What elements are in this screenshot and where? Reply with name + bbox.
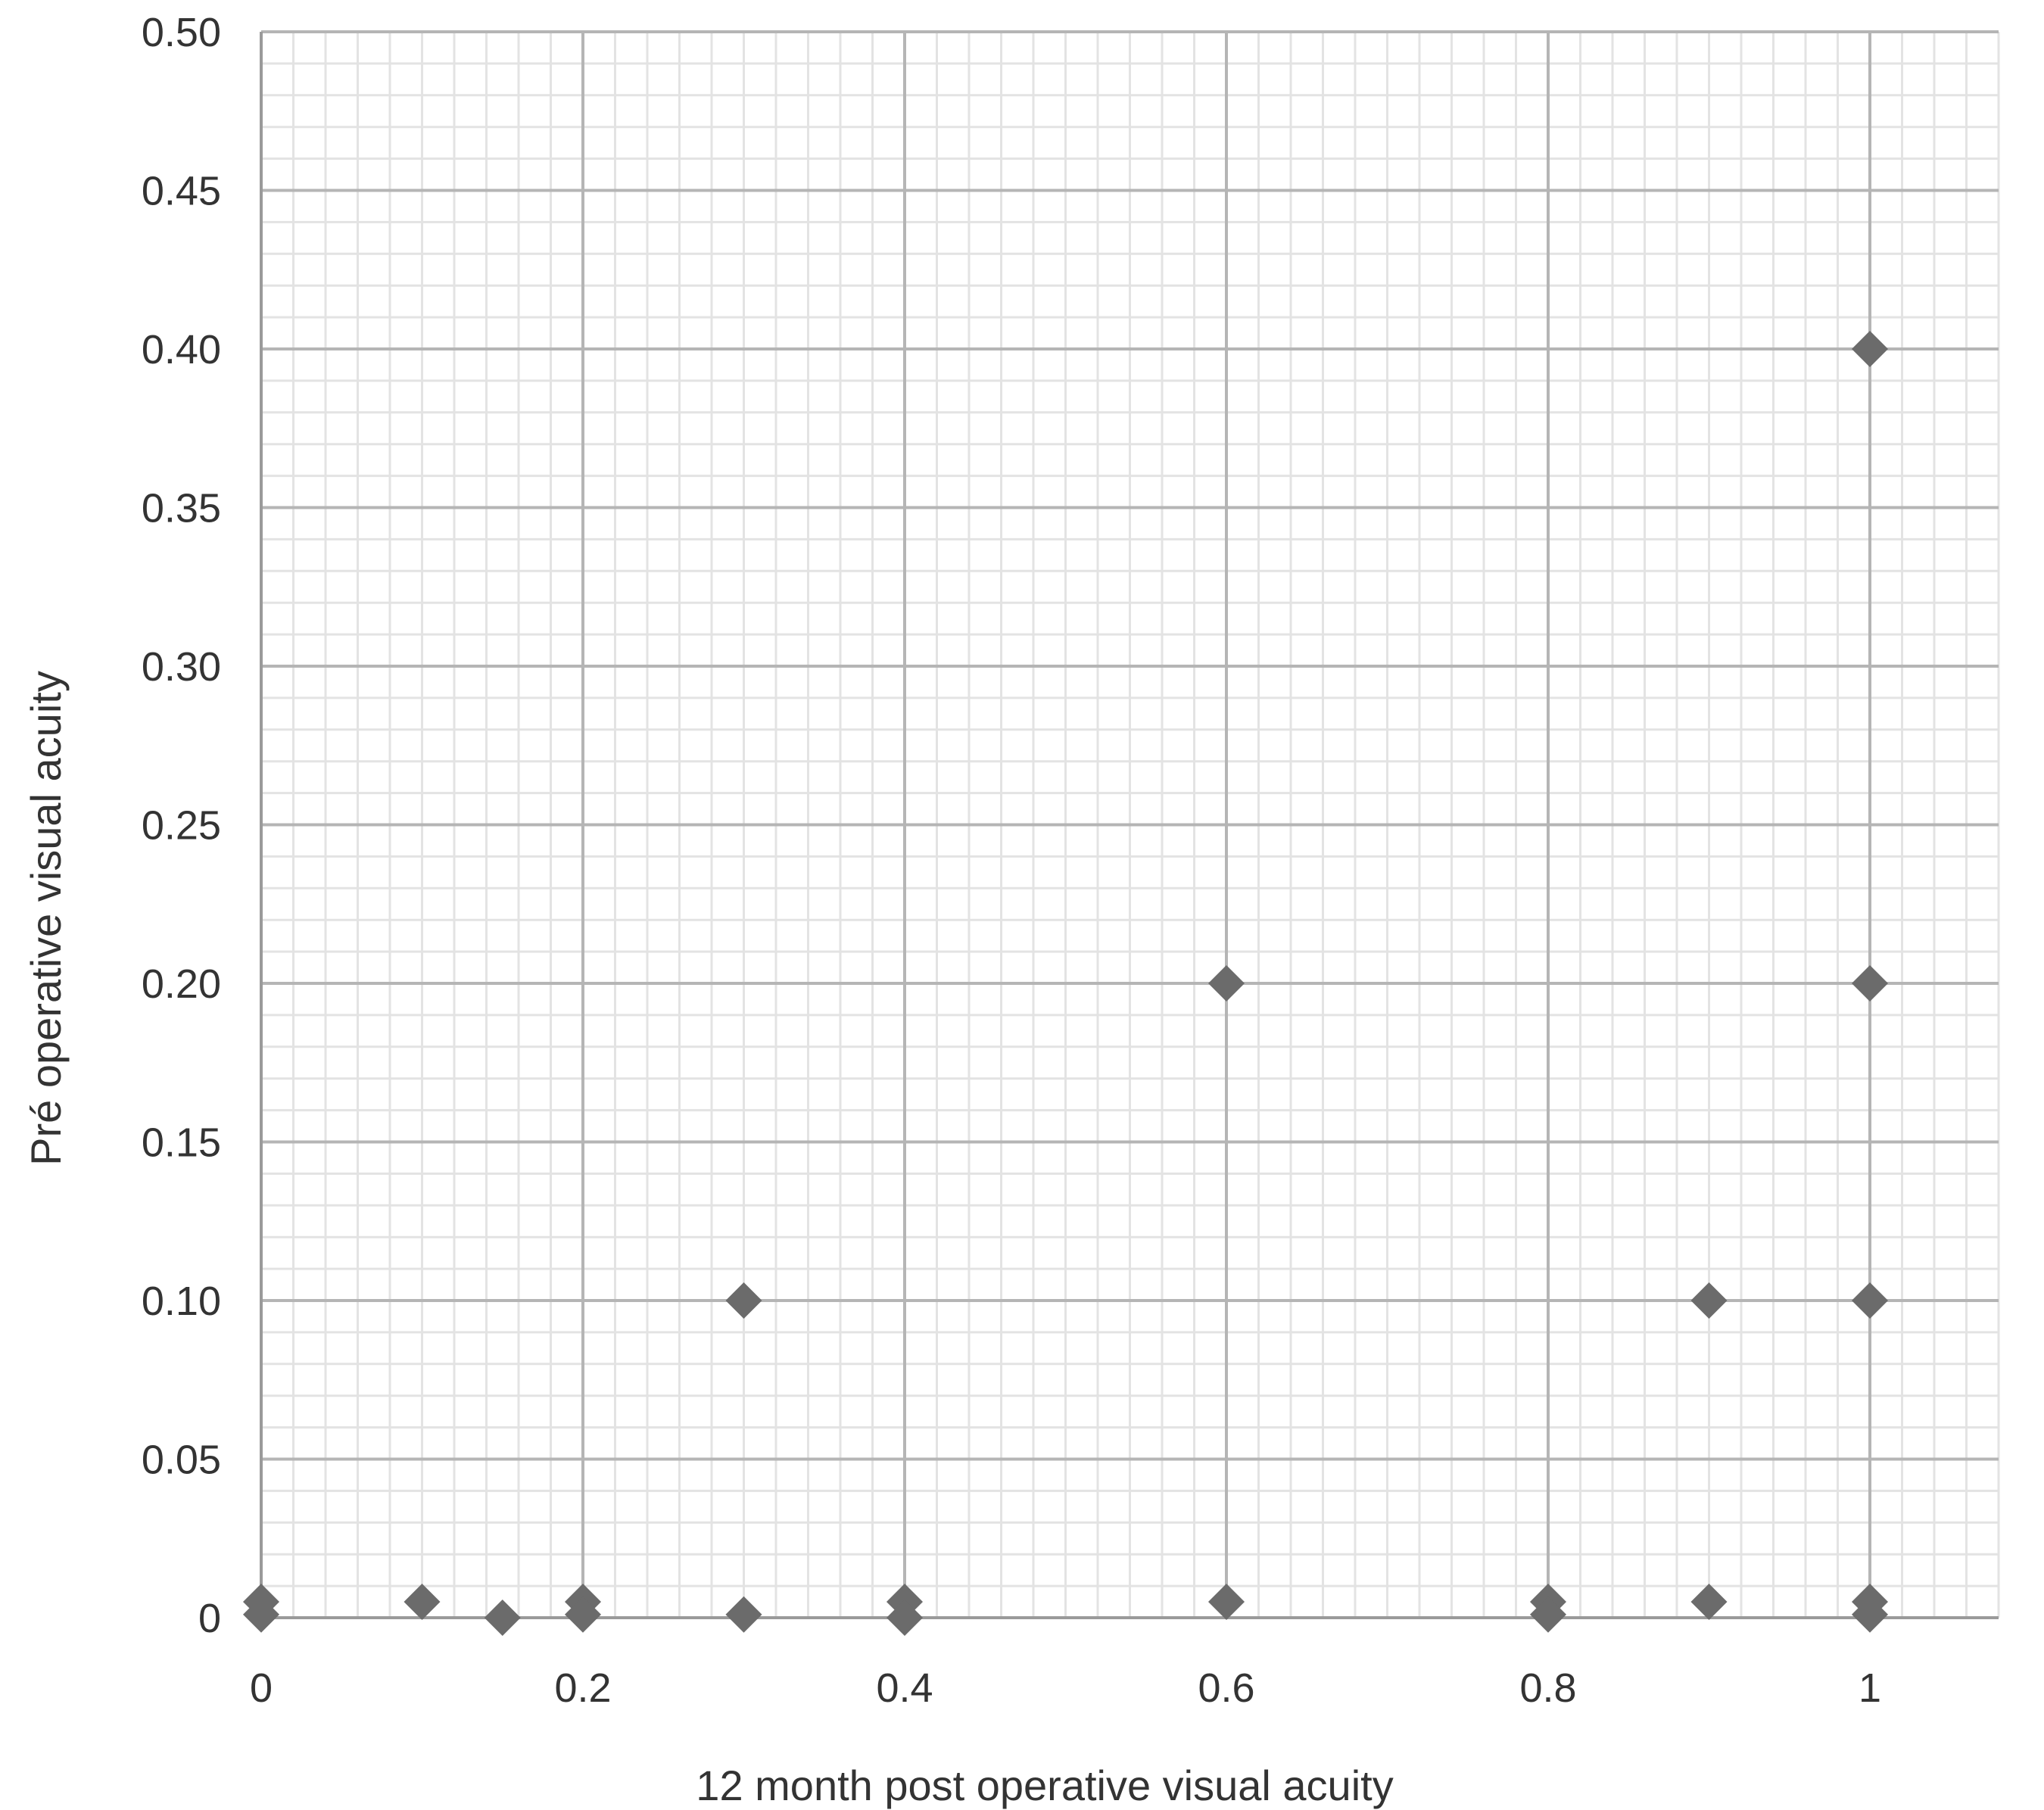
data-point [1852, 1282, 1888, 1319]
x-tick-label: 0.2 [554, 1665, 611, 1711]
data-point [886, 1600, 923, 1636]
x-tick-label: 0.6 [1198, 1665, 1254, 1711]
y-tick-labels: 0 0.05 0.10 0.15 0.20 0.25 0.30 0.35 0.40 0.45 0.5… [142, 10, 221, 1641]
data-point [1690, 1282, 1728, 1319]
y-tick-label: 0.35 [142, 486, 221, 531]
y-tick-label: 0.50 [142, 10, 221, 55]
data-point [243, 1596, 279, 1633]
data-point [1690, 1584, 1728, 1621]
data-point [725, 1596, 762, 1633]
data-point [1852, 965, 1888, 1002]
y-tick-label: 0.15 [142, 1120, 221, 1166]
data-point [404, 1584, 441, 1621]
y-tick-label: 0.30 [142, 644, 221, 690]
x-tick-label: 1 [1859, 1665, 1881, 1711]
x-tick-labels: 0 0.2 0.4 0.6 0.8 1 [250, 1665, 1881, 1711]
major-gridlines [261, 30, 1999, 1618]
data-point [1208, 965, 1245, 1002]
x-axis-title: 12 month post operative visual acuity [696, 1762, 1393, 1809]
data-point [1530, 1596, 1566, 1633]
x-tick-label: 0 [250, 1665, 273, 1711]
y-tick-label: 0.40 [142, 327, 221, 372]
y-tick-label: 0.10 [142, 1279, 221, 1324]
data-point [1208, 1584, 1245, 1621]
y-tick-label: 0.05 [142, 1438, 221, 1483]
data-point [1852, 331, 1888, 367]
data-point [484, 1600, 521, 1636]
data-points [243, 331, 1888, 1636]
data-point [1852, 1596, 1888, 1633]
y-axis-title: Pré operative visual acuity [22, 671, 70, 1166]
y-tick-label: 0.45 [142, 169, 221, 214]
y-tick-label: 0.20 [142, 961, 221, 1007]
y-tick-label: 0 [198, 1596, 221, 1641]
x-tick-label: 0.4 [876, 1665, 933, 1711]
x-tick-label: 0.8 [1519, 1665, 1576, 1711]
data-point [565, 1596, 601, 1633]
y-tick-label: 0.25 [142, 803, 221, 849]
data-point [725, 1282, 762, 1319]
